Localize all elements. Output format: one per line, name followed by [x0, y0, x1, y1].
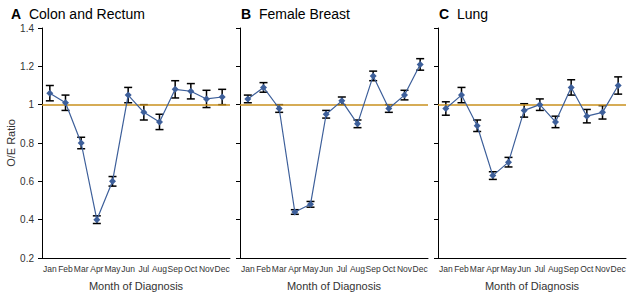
svg-text:Oct: Oct [184, 264, 198, 274]
svg-text:Dec: Dec [413, 264, 429, 274]
svg-text:1: 1 [28, 99, 34, 110]
svg-text:Jan: Jan [439, 264, 453, 274]
svg-text:Aug: Aug [152, 264, 167, 274]
svg-text:Dec: Dec [611, 264, 627, 274]
svg-text:Month of Diagnosis: Month of Diagnosis [89, 280, 184, 292]
svg-text:Jul: Jul [336, 264, 347, 274]
svg-text:Jul: Jul [534, 264, 545, 274]
svg-text:Nov: Nov [397, 264, 413, 274]
svg-text:May: May [104, 264, 121, 274]
svg-text:Jul: Jul [138, 264, 149, 274]
svg-text:0.8: 0.8 [20, 138, 34, 149]
svg-text:Jun: Jun [517, 264, 531, 274]
svg-text:May: May [302, 264, 319, 274]
svg-text:Jun: Jun [319, 264, 333, 274]
svg-text:Feb: Feb [256, 264, 271, 274]
svg-text:0.4: 0.4 [20, 214, 34, 225]
svg-text:A: A [11, 6, 21, 22]
svg-text:Female Breast: Female Breast [251, 6, 350, 22]
svg-text:Apr: Apr [90, 264, 103, 274]
svg-text:Oct: Oct [580, 264, 594, 274]
svg-text:Lung: Lung [449, 6, 488, 22]
svg-text:Sep: Sep [564, 264, 579, 274]
svg-text:Mar: Mar [470, 264, 485, 274]
svg-text:Month of Diagnosis: Month of Diagnosis [485, 280, 580, 292]
svg-text:Aug: Aug [548, 264, 563, 274]
svg-text:Mar: Mar [74, 264, 89, 274]
svg-text:Sep: Sep [168, 264, 183, 274]
svg-text:Apr: Apr [288, 264, 301, 274]
svg-text:Nov: Nov [595, 264, 611, 274]
svg-text:Feb: Feb [454, 264, 469, 274]
svg-text:Jan: Jan [241, 264, 255, 274]
svg-text:C: C [439, 6, 449, 22]
svg-text:1.2: 1.2 [20, 61, 34, 72]
svg-text:Month of Diagnosis: Month of Diagnosis [287, 280, 382, 292]
svg-text:Feb: Feb [58, 264, 73, 274]
svg-text:B: B [241, 6, 251, 22]
svg-text:Sep: Sep [366, 264, 381, 274]
svg-text:Nov: Nov [199, 264, 215, 274]
svg-text:Aug: Aug [350, 264, 365, 274]
svg-text:Dec: Dec [215, 264, 231, 274]
svg-text:Oct: Oct [382, 264, 396, 274]
svg-text:0.6: 0.6 [20, 176, 34, 187]
svg-text:Colon and Rectum: Colon and Rectum [21, 6, 145, 22]
svg-text:0.2: 0.2 [20, 253, 34, 264]
svg-text:O/E Ratio: O/E Ratio [5, 119, 17, 167]
svg-text:Mar: Mar [272, 264, 287, 274]
svg-text:Apr: Apr [486, 264, 499, 274]
svg-text:1.4: 1.4 [20, 23, 34, 34]
svg-text:Jan: Jan [43, 264, 57, 274]
svg-text:Jun: Jun [121, 264, 135, 274]
svg-text:May: May [500, 264, 517, 274]
